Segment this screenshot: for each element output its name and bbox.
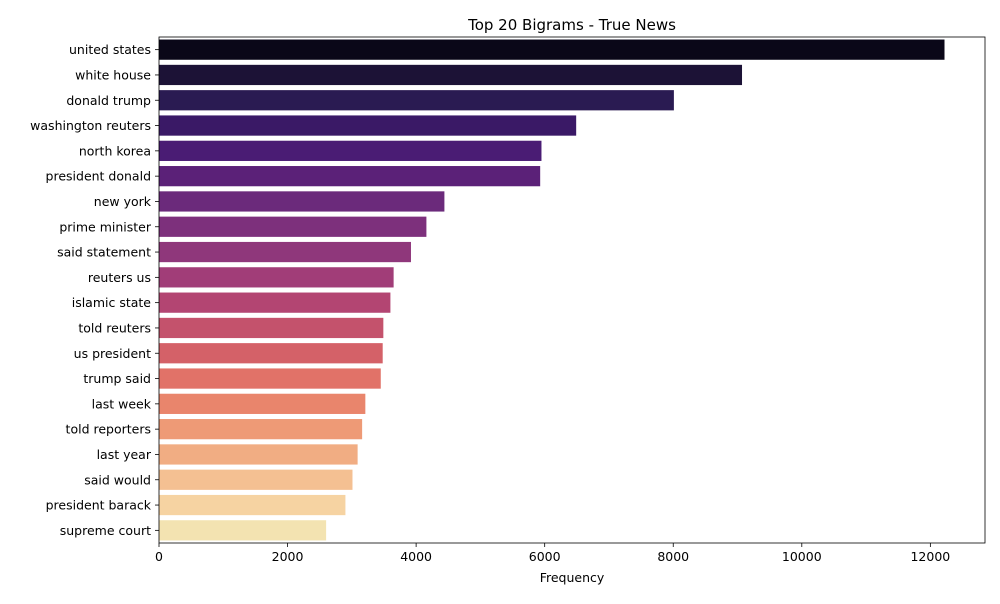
y-tick-label: last year	[97, 447, 152, 462]
bar-president-donald	[159, 166, 541, 187]
bar-donald-trump	[159, 90, 674, 111]
y-tick-label: trump said	[83, 371, 151, 386]
y-tick-label: told reuters	[78, 320, 151, 335]
bar-us-president	[159, 343, 383, 364]
bar-last-year	[159, 444, 358, 465]
bar-said-statement	[159, 241, 411, 263]
x-tick-label: 8000	[657, 549, 689, 564]
bar-islamic-state	[159, 292, 391, 313]
axes-frame	[158, 36, 986, 544]
y-tick-label: new york	[94, 194, 152, 209]
x-tick-label: 6000	[529, 549, 561, 564]
bar-last-week	[159, 393, 366, 414]
bar-reuters-us	[159, 267, 394, 288]
bar-trump-said	[159, 368, 381, 389]
y-tick-label: us president	[74, 346, 151, 361]
bars-group	[159, 39, 945, 541]
x-axis-ticks: 0 2000 4000 6000 8000 10000 12000	[155, 543, 950, 564]
y-tick-label: prime minister	[59, 219, 152, 234]
x-tick-label: 0	[155, 549, 163, 564]
x-tick-label: 10000	[782, 549, 822, 564]
y-tick-label: united states	[69, 42, 151, 57]
y-tick-label: reuters us	[88, 270, 151, 285]
y-tick-label: president barack	[46, 498, 152, 513]
y-tick-label: supreme court	[60, 523, 151, 538]
y-tick-label: islamic state	[72, 295, 152, 310]
y-tick-label: washington reuters	[30, 118, 151, 133]
bar-white-house	[159, 64, 743, 86]
y-tick-label: said statement	[57, 245, 151, 260]
plot-frame	[158, 36, 986, 544]
y-tick-label: president donald	[46, 169, 151, 184]
x-tick-label: 4000	[400, 549, 432, 564]
bar-washington-reuters	[159, 115, 577, 136]
x-axis-label: Frequency	[540, 570, 605, 585]
bar-said-would	[159, 469, 353, 490]
bar-president-barack	[159, 494, 346, 516]
y-tick-label: white house	[75, 67, 151, 82]
y-tick-label: told reporters	[66, 422, 151, 437]
y-tick-label: donald trump	[66, 93, 151, 108]
x-tick-label: 12000	[910, 549, 950, 564]
y-tick-label: last week	[92, 396, 152, 411]
x-tick-label: 2000	[272, 549, 304, 564]
y-axis-ticks: united states white house donald trump wash…	[30, 42, 159, 538]
bar-north-korea	[159, 140, 542, 161]
bar-new-york	[159, 191, 445, 212]
bar-told-reporters	[159, 419, 363, 440]
y-tick-label: said would	[84, 472, 151, 487]
bar-prime-minister	[159, 216, 427, 237]
bar-united-states	[159, 39, 945, 60]
bar-told-reuters	[159, 317, 384, 339]
bar-supreme-court	[159, 520, 327, 541]
chart-title: Top 20 Bigrams - True News	[467, 16, 676, 34]
y-tick-label: north korea	[79, 143, 151, 158]
